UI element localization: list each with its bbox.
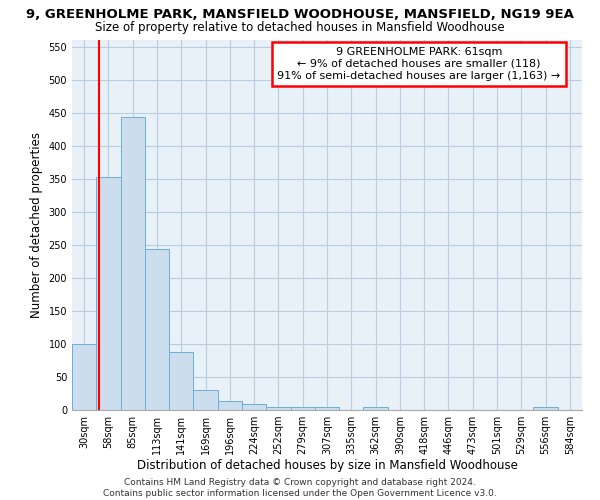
Bar — [533, 406, 558, 410]
Text: 9 GREENHOLME PARK: 61sqm
← 9% of detached houses are smaller (118)
91% of semi-d: 9 GREENHOLME PARK: 61sqm ← 9% of detache… — [277, 48, 560, 80]
Bar — [193, 390, 218, 410]
X-axis label: Distribution of detached houses by size in Mansfield Woodhouse: Distribution of detached houses by size … — [137, 458, 517, 471]
Text: Size of property relative to detached houses in Mansfield Woodhouse: Size of property relative to detached ho… — [95, 21, 505, 34]
Bar — [315, 406, 339, 410]
Bar — [242, 404, 266, 410]
Bar — [145, 250, 169, 410]
Bar — [266, 406, 290, 410]
Bar — [169, 352, 193, 410]
Bar — [121, 118, 145, 410]
Bar — [96, 177, 121, 410]
Text: Contains HM Land Registry data © Crown copyright and database right 2024.
Contai: Contains HM Land Registry data © Crown c… — [103, 478, 497, 498]
Bar — [364, 406, 388, 410]
Y-axis label: Number of detached properties: Number of detached properties — [30, 132, 43, 318]
Bar — [72, 344, 96, 410]
Bar — [218, 402, 242, 410]
Text: 9, GREENHOLME PARK, MANSFIELD WOODHOUSE, MANSFIELD, NG19 9EA: 9, GREENHOLME PARK, MANSFIELD WOODHOUSE,… — [26, 8, 574, 20]
Bar — [290, 406, 315, 410]
